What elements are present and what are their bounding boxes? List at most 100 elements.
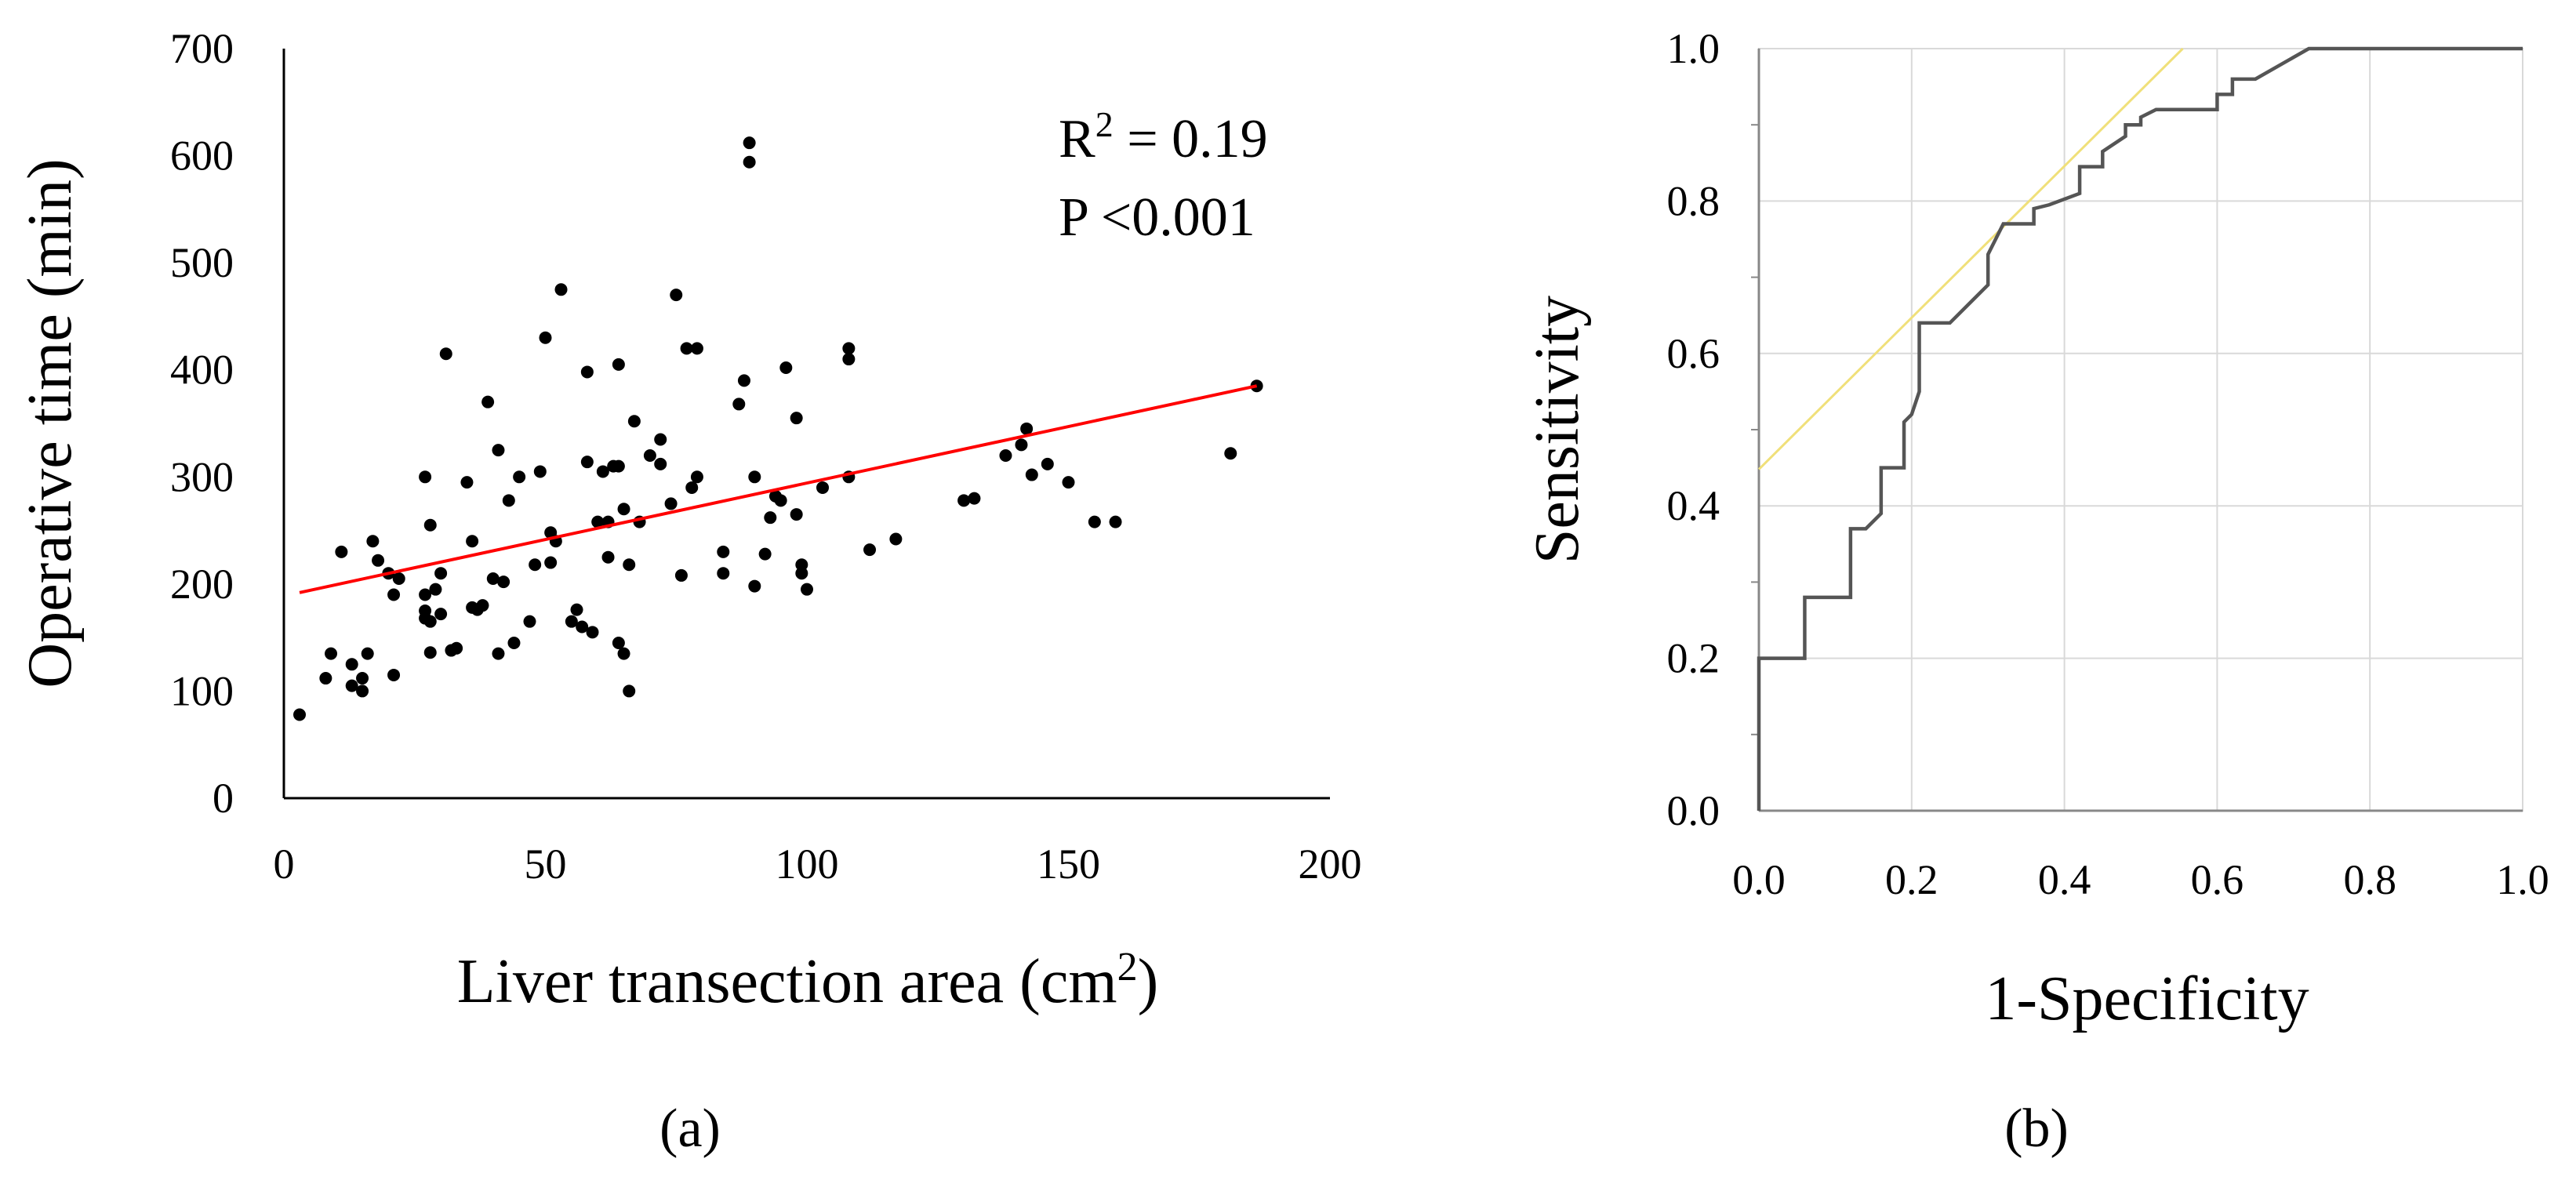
y-tick-label: 600 xyxy=(170,133,234,180)
data-point xyxy=(544,556,558,569)
y-tick-label: 0.8 xyxy=(1667,177,1720,224)
data-point xyxy=(1041,457,1054,470)
data-point xyxy=(387,668,401,681)
panel-label-a: (a) xyxy=(659,1098,721,1159)
data-point xyxy=(356,672,369,685)
roc-curve xyxy=(1757,46,2523,811)
x-tick-label: 100 xyxy=(776,841,839,888)
tangent-line xyxy=(1757,47,2184,470)
data-point xyxy=(774,494,787,507)
data-point xyxy=(361,647,374,660)
scatter-panel: 0 100 200 300 400 500 600 700 0 50 100 150 200 Oper… xyxy=(16,25,1362,1159)
data-point xyxy=(790,508,803,521)
data-point xyxy=(372,554,385,567)
data-point xyxy=(968,492,981,505)
data-point xyxy=(748,579,761,593)
data-point xyxy=(492,444,505,457)
x-tick-label: 200 xyxy=(1299,841,1362,888)
data-point xyxy=(743,155,756,169)
data-point xyxy=(539,331,552,344)
data-point xyxy=(863,543,877,557)
data-point xyxy=(502,494,515,507)
y-tick-labels: 0.0 0.2 0.4 0.6 0.8 1.0 xyxy=(1667,25,1720,834)
data-point xyxy=(529,558,542,572)
y-tick-label: 1.0 xyxy=(1667,25,1720,72)
data-point xyxy=(434,567,448,580)
regression-line xyxy=(299,384,1258,594)
y-tick-label: 200 xyxy=(170,561,234,608)
data-point xyxy=(1224,447,1237,460)
p-value-annotation: P <0.001 xyxy=(1059,187,1255,248)
data-point xyxy=(325,647,338,660)
y-tick-label: 0.6 xyxy=(1667,330,1720,377)
data-point xyxy=(429,583,442,596)
data-point xyxy=(335,545,348,558)
x-tick-label: 150 xyxy=(1037,841,1100,888)
y-tick-label: 300 xyxy=(170,453,234,500)
r-squared-annotation: R2 = 0.19 xyxy=(1059,104,1268,169)
data-point xyxy=(623,684,636,698)
data-point xyxy=(1015,438,1028,452)
data-point xyxy=(554,283,568,296)
data-point xyxy=(591,515,605,528)
data-point xyxy=(654,457,667,470)
data-point xyxy=(612,459,625,473)
y-tick-label: 0.2 xyxy=(1667,635,1720,682)
data-point xyxy=(737,374,750,387)
data-point xyxy=(423,646,437,659)
y-tick-label: 0.4 xyxy=(1667,482,1720,529)
data-point xyxy=(795,567,808,580)
data-point xyxy=(492,647,505,660)
data-point xyxy=(533,465,547,478)
x-tick-label: 0 xyxy=(274,841,295,888)
data-point xyxy=(680,342,693,355)
data-point xyxy=(345,658,358,671)
y-axis-label: Sensitivity xyxy=(1523,296,1592,564)
x-tick-label: 1.0 xyxy=(2496,856,2549,903)
data-point xyxy=(507,636,521,649)
data-point xyxy=(764,511,777,525)
data-point xyxy=(999,448,1012,462)
data-point xyxy=(576,620,589,634)
data-point xyxy=(758,547,772,561)
data-point xyxy=(1025,468,1038,481)
y-axis-label: Operative time (min) xyxy=(16,158,85,688)
data-point xyxy=(816,481,830,494)
x-tick-label: 0.8 xyxy=(2343,856,2396,903)
data-point xyxy=(842,353,856,366)
data-point xyxy=(664,497,678,510)
data-point xyxy=(732,398,746,411)
data-point xyxy=(674,568,688,582)
data-point xyxy=(497,575,510,589)
data-point xyxy=(476,599,489,612)
data-point xyxy=(685,481,699,494)
data-point xyxy=(623,558,636,572)
data-point xyxy=(801,583,813,596)
data-point xyxy=(423,518,437,532)
x-tick-labels: 0 50 100 150 200 xyxy=(274,841,1362,888)
x-axis-label: Liver transection area (cm2) xyxy=(457,945,1158,1016)
y-tick-label: 400 xyxy=(170,347,234,394)
data-point xyxy=(439,347,452,361)
data-point xyxy=(580,456,594,469)
data-point xyxy=(486,572,500,586)
data-point xyxy=(392,572,405,586)
data-point xyxy=(423,615,437,628)
data-point xyxy=(580,365,594,379)
data-point xyxy=(466,535,479,548)
data-point xyxy=(596,465,609,478)
data-point xyxy=(1109,515,1122,528)
data-point xyxy=(617,647,630,660)
data-point xyxy=(565,615,578,628)
data-point xyxy=(690,470,703,484)
x-tick-label: 50 xyxy=(525,841,567,888)
data-point xyxy=(670,289,683,302)
data-point xyxy=(612,358,625,371)
data-point xyxy=(779,361,793,374)
data-point xyxy=(345,679,358,692)
data-point xyxy=(612,636,625,649)
data-point xyxy=(690,342,703,355)
data-point xyxy=(356,684,369,698)
data-point xyxy=(743,136,756,150)
